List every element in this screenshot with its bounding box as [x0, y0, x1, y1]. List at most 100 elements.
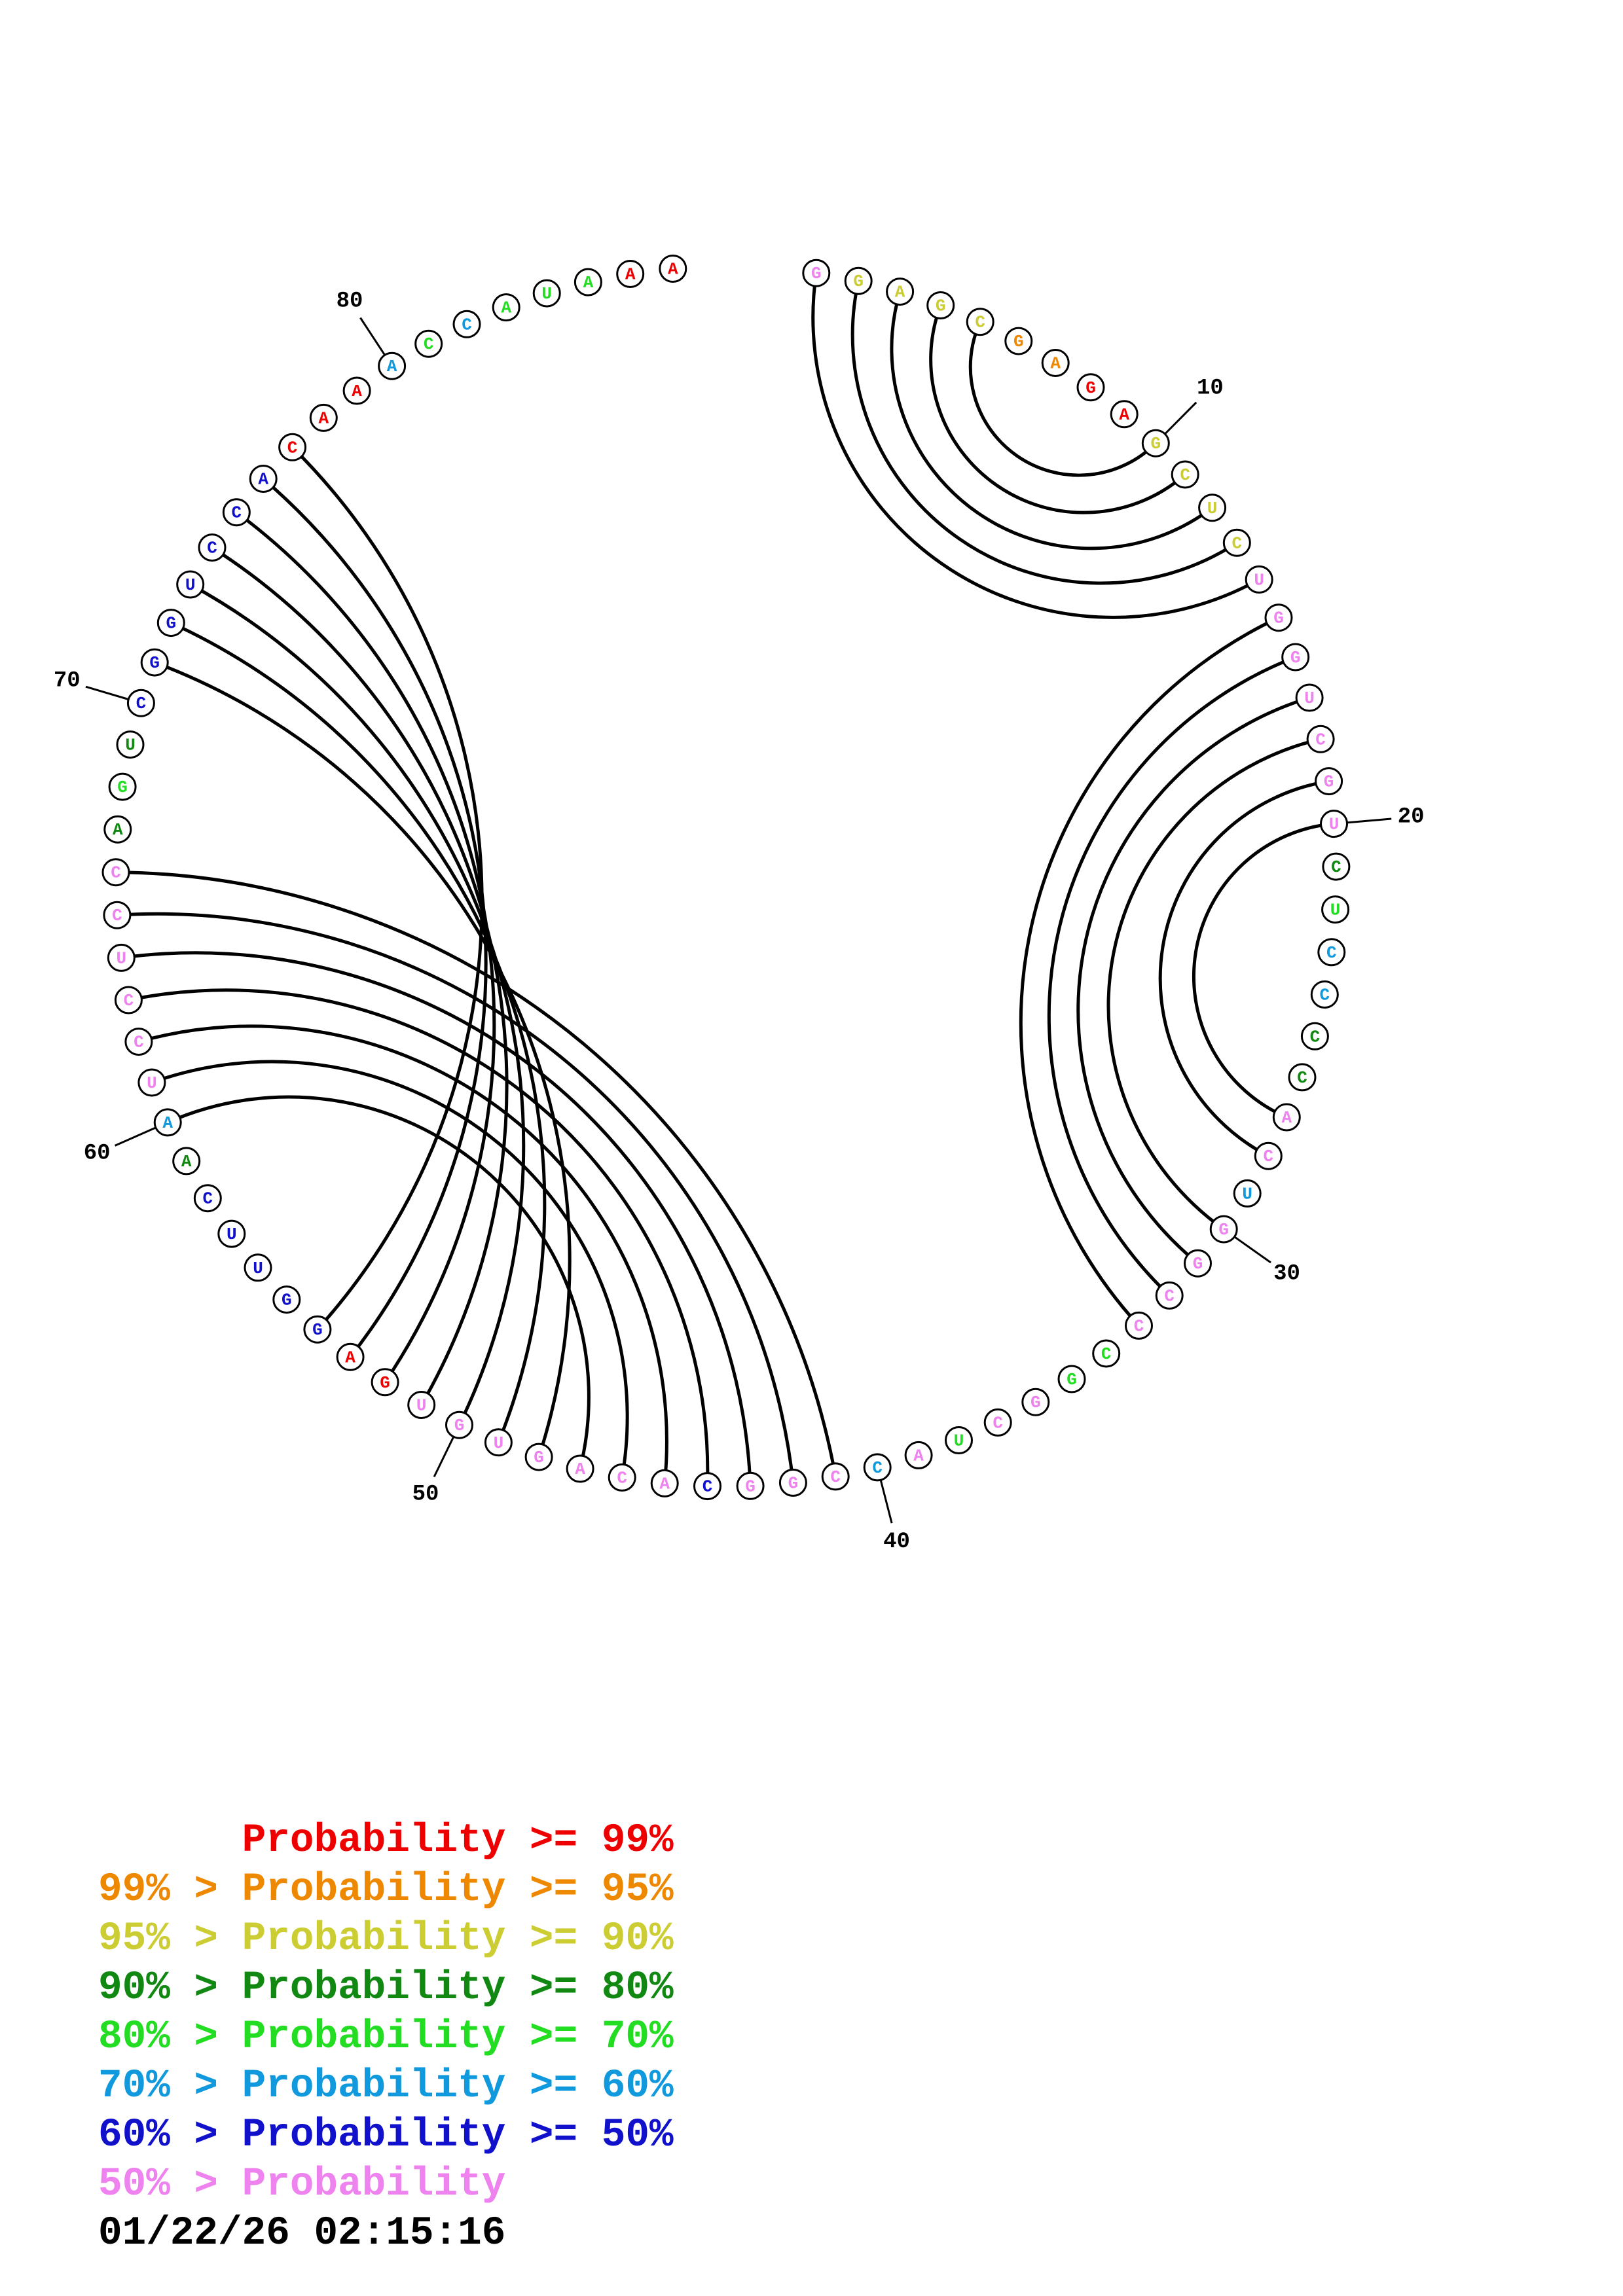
nucleotide-base: U [1207, 499, 1218, 518]
nucleotide-6: G [1004, 327, 1033, 355]
nucleotide-58: C [193, 1184, 222, 1213]
nucleotide-base: C [231, 503, 242, 523]
pair-arc-18-30 [1106, 737, 1321, 1231]
nucleotide-69: U [116, 730, 145, 759]
nucleotide-36: G [1021, 1388, 1050, 1416]
pair-arcs [115, 272, 1334, 1486]
nucleotide-base: U [185, 575, 196, 595]
legend-range-text: Probability >= 95% [242, 1867, 674, 1912]
nucleotide-circle [904, 1441, 933, 1469]
probability-legend: Probability >= 99% 99% > Probability >= 9… [98, 1816, 674, 2209]
nucleotide-base: C [1331, 857, 1341, 877]
nucleotide-circle [222, 498, 251, 527]
nucleotide-42: G [778, 1468, 807, 1497]
nucleotide-circle [802, 259, 831, 287]
nucleotide-33: C [1125, 1311, 1153, 1340]
nucleotide-circle [137, 1068, 166, 1097]
nucleotide-50: G [445, 1410, 473, 1439]
nucleotide-base: U [494, 1433, 504, 1453]
nucleotide-circle [566, 1454, 594, 1483]
tick-line-80 [359, 317, 386, 356]
nucleotide-40: C [863, 1453, 892, 1482]
nucleotide-circle [1222, 528, 1251, 557]
nucleotide-circle [198, 533, 227, 562]
nucleotide-circle [217, 1219, 246, 1248]
nucleotide-base: C [1164, 1286, 1175, 1306]
nucleotide-base: A [1119, 405, 1129, 425]
nucleotide-83: A [492, 293, 520, 322]
nucleotide-base: G [454, 1416, 465, 1435]
nucleotide-22: U [1321, 895, 1350, 924]
nucleotide-circle [303, 1315, 332, 1344]
legend-row: 70% > Probability >= 60% [98, 2062, 674, 2111]
tick-line-40 [879, 1479, 893, 1524]
nucleotide-circle [153, 1108, 182, 1137]
pair-arc-19-28 [1158, 780, 1329, 1158]
legend-range-text: Probability >= 50% [242, 2113, 674, 2158]
nucleotide-base: G [1273, 609, 1284, 628]
nucleotide-base: C [136, 694, 147, 713]
nucleotide-circle [1315, 767, 1343, 796]
nucleotide-circle [1300, 1022, 1329, 1050]
nucleotide-base: U [1304, 689, 1315, 708]
nucleotide-27: A [1272, 1103, 1301, 1132]
nucleotide-45: A [650, 1469, 679, 1498]
nucleotide-64: U [107, 943, 136, 972]
tick-line-60 [114, 1126, 156, 1147]
nucleotide-circle [101, 858, 130, 887]
nucleotide-15: G [1264, 603, 1293, 632]
nucleotide-74: C [198, 533, 227, 562]
nucleotide-base: C [202, 1189, 213, 1209]
nucleotide-base: A [318, 408, 329, 428]
pair-arc-17-31 [1076, 696, 1310, 1265]
legend-range-prefix: 95% > [98, 1916, 242, 1962]
nucleotide-circle [124, 1028, 153, 1056]
nucleotide-base: C [111, 863, 121, 883]
nucleotide-base: G [534, 1448, 544, 1467]
nucleotide-base: A [387, 357, 397, 376]
nucleotide-circle [1288, 1063, 1317, 1092]
nucleotide-circle [1322, 852, 1351, 881]
nucleotide-base: U [1329, 815, 1340, 834]
nucleotide-base: C [1310, 1027, 1321, 1047]
nucleotide-base: U [1330, 901, 1341, 920]
nucleotide-base: U [125, 736, 136, 755]
nucleotide-circle [108, 772, 137, 801]
nucleotide-68: G [108, 772, 137, 801]
nucleotide-base: U [1254, 570, 1264, 590]
nucleotide-circle [1233, 1179, 1262, 1208]
nucleotide-circle [103, 901, 132, 929]
legend-range-text: Probability [242, 2162, 506, 2207]
nucleotide-70: C [126, 689, 155, 717]
nucleotide-base: C [975, 313, 985, 332]
nucleotide-circle [1171, 460, 1199, 489]
nucleotide-base: C [1326, 943, 1337, 963]
nucleotide-circle [1076, 373, 1105, 402]
legend-row: 95% > Probability >= 90% [98, 1914, 674, 1964]
nucleotide-73: U [176, 570, 205, 599]
legend-row: 99% > Probability >= 95% [98, 1865, 674, 1914]
nucleotide-57: U [217, 1219, 246, 1248]
tick-line-20 [1347, 817, 1392, 824]
nucleotide-circle [1155, 1281, 1184, 1310]
nucleotide-base: U [227, 1225, 237, 1244]
nucleotide-base: C [1134, 1316, 1144, 1336]
legend-range-text: Probability >= 90% [242, 1916, 674, 1962]
nucleotide-circle [1041, 349, 1070, 377]
nucleotide-62: C [124, 1028, 153, 1056]
nucleotide-base: A [895, 283, 905, 302]
nucleotide-circle [1021, 1388, 1050, 1416]
nucleotide-circle [1295, 683, 1324, 712]
tick-line-50 [433, 1436, 455, 1478]
position-ticks: 10 20 30 40 50 60 70 80 [54, 289, 1425, 1554]
nucleotide-base: A [501, 298, 511, 318]
nucleotide-77: C [278, 433, 307, 461]
nucleotide-circle [107, 943, 136, 972]
nucleotide-circle [278, 433, 307, 461]
nucleotide-base: C [872, 1458, 883, 1478]
nucleotide-base: G [745, 1477, 756, 1496]
nucleotide-35: G [1057, 1365, 1086, 1393]
nucleotide-79: A [342, 376, 371, 405]
nucleotide-base: G [936, 296, 946, 316]
